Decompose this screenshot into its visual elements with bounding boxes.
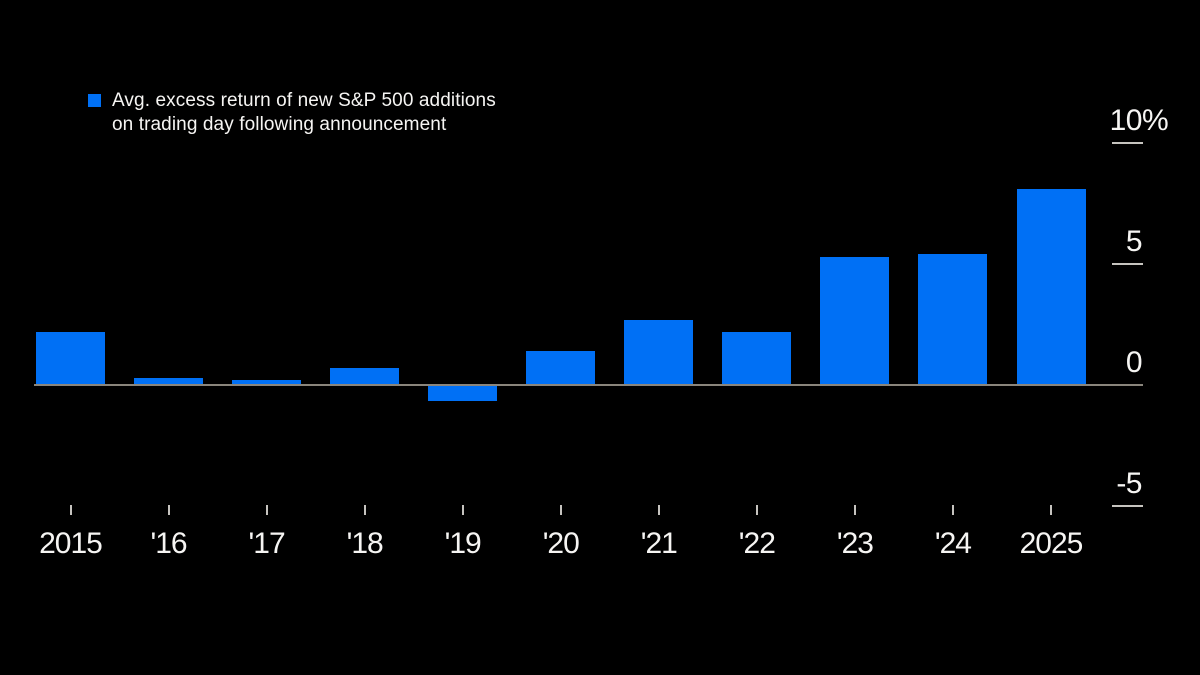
bar-22 bbox=[722, 331, 792, 385]
legend-label: Avg. excess return of new S&P 500 additi… bbox=[112, 89, 496, 137]
legend-label-line1: Avg. excess return of new S&P 500 additi… bbox=[112, 90, 496, 111]
x-axis-tick-21 bbox=[657, 505, 660, 515]
x-axis-label-2015: 2015 bbox=[39, 527, 103, 560]
x-axis-tick-17 bbox=[265, 505, 268, 515]
x-axis-tick-24 bbox=[951, 505, 954, 515]
x-axis-tick-23 bbox=[853, 505, 856, 515]
x-axis-tick-2025 bbox=[1050, 505, 1052, 515]
x-axis-label-23: '23 bbox=[836, 527, 874, 560]
legend-marker-square bbox=[88, 94, 101, 107]
percent-sign: % bbox=[1142, 104, 1169, 137]
bar-24 bbox=[918, 254, 988, 385]
bar-23 bbox=[820, 256, 890, 385]
y-axis-label-10: 10% bbox=[1109, 104, 1169, 137]
bar-21 bbox=[624, 319, 694, 385]
bar-2015 bbox=[36, 331, 105, 385]
y-axis-tick-5 bbox=[1112, 263, 1143, 265]
bar-17 bbox=[232, 380, 302, 385]
y-axis-tick--5 bbox=[1112, 505, 1143, 507]
x-axis-tick-18 bbox=[363, 505, 366, 515]
x-axis-label-2025: 2025 bbox=[1019, 527, 1084, 560]
y-axis-label-5: 5 bbox=[1125, 225, 1143, 258]
x-axis-tick-19 bbox=[461, 505, 464, 515]
zero-axis-line bbox=[34, 384, 1143, 386]
x-axis-label-18: '18 bbox=[346, 527, 384, 560]
bar-2025 bbox=[1016, 188, 1086, 385]
y-axis-label-0: 0 bbox=[1125, 346, 1143, 379]
bar-18 bbox=[330, 368, 400, 385]
bar-16 bbox=[134, 377, 204, 385]
x-axis-tick-22 bbox=[755, 505, 758, 515]
bar-19 bbox=[428, 386, 498, 401]
x-axis-tick-2015 bbox=[69, 505, 72, 515]
y-axis-label--5: -5 bbox=[1116, 467, 1142, 500]
legend: Avg. excess return of new S&P 500 additi… bbox=[88, 89, 496, 137]
legend-label-line2: on trading day following announcement bbox=[112, 114, 447, 135]
x-axis-label-19: '19 bbox=[444, 527, 482, 560]
x-axis-tick-16 bbox=[167, 505, 170, 515]
x-axis-label-24: '24 bbox=[934, 527, 972, 560]
bar-20 bbox=[526, 351, 596, 385]
x-axis-label-22: '22 bbox=[738, 527, 776, 560]
x-axis-label-21: '21 bbox=[640, 527, 678, 560]
x-axis-label-17: '17 bbox=[248, 527, 286, 560]
x-axis-label-20: '20 bbox=[542, 527, 580, 560]
x-axis-tick-20 bbox=[559, 505, 562, 515]
x-axis-label-16: '16 bbox=[150, 527, 187, 560]
y-axis-tick-10 bbox=[1112, 142, 1143, 144]
